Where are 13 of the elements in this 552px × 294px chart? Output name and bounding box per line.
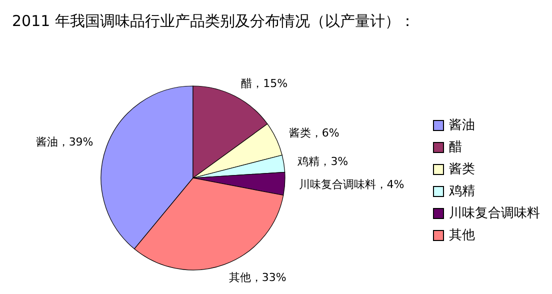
data-label: 鸡精，3% <box>296 154 348 168</box>
data-label: 酱类，6% <box>288 126 340 140</box>
data-label: 酱油，39% <box>36 136 94 149</box>
chart-title: 2011 年我国调味品行业产品类别及分布情况（以产量计）： <box>12 12 415 31</box>
legend-label: 川味复合调味料 <box>449 205 540 222</box>
legend-label: 酱油 <box>449 117 475 134</box>
legend-label: 酱类 <box>449 161 475 178</box>
data-label: 醋，15% <box>241 77 288 90</box>
data-label: 川味复合调味料，4% <box>298 178 404 192</box>
data-label: 其他，33% <box>228 271 286 284</box>
legend-label: 鸡精 <box>449 183 475 200</box>
legend-label: 其他 <box>449 227 475 244</box>
legend-label: 醋 <box>449 139 462 156</box>
